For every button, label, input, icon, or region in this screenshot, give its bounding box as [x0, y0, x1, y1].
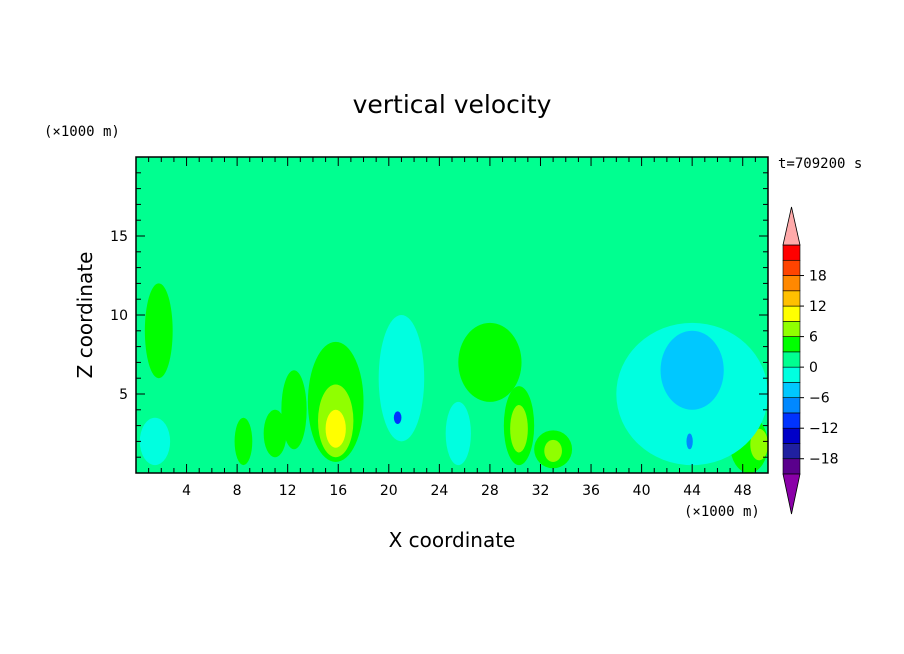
colorbar-label: −12 — [809, 421, 839, 437]
colorbar-segment — [782, 244, 801, 261]
velocity-feature — [750, 428, 768, 461]
velocity-feature — [167, 362, 257, 458]
velocity-features — [136, 157, 768, 473]
y-axis-ticks: 5 10 15 — [110, 172, 768, 458]
x-axis-ticks: 4 8 12 16 20 24 28 32 36 40 44 48 — [148, 157, 756, 499]
x-tick-label: 36 — [582, 483, 600, 499]
y-tick-label: 10 — [110, 308, 128, 324]
colorbar-segment — [782, 397, 801, 414]
x-tick-label: 32 — [532, 483, 550, 499]
velocity-feature — [234, 417, 253, 466]
colorbar-segment — [782, 351, 801, 368]
y-axis-label: Z coordinate — [73, 252, 97, 379]
colorbar-segment — [782, 290, 801, 307]
colorbar-segment — [782, 305, 801, 322]
time-label: t=709200 s — [778, 156, 862, 172]
velocity-feature — [139, 417, 171, 466]
x-tick-label: 28 — [481, 483, 499, 499]
y-tick-label: 15 — [110, 229, 128, 245]
velocity-feature — [666, 180, 768, 260]
colorbar-label: 0 — [809, 360, 818, 376]
chart-title: vertical velocity — [353, 90, 552, 119]
colorbar-segment — [782, 275, 801, 292]
colorbar-segment — [782, 259, 801, 276]
colorbar: −18 −12 −6 0 6 12 18 — [782, 206, 839, 515]
x-tick-label: 24 — [430, 483, 448, 499]
velocity-feature — [393, 411, 402, 425]
colorbar-over-triangle — [782, 206, 801, 246]
velocity-feature — [510, 405, 528, 453]
colorbar-segment — [782, 382, 801, 398]
x-tick-label: 44 — [683, 483, 701, 499]
y-unit-label: (×1000 m) — [44, 124, 120, 140]
velocity-feature — [382, 157, 497, 229]
velocity-feature — [325, 409, 346, 448]
x-tick-label: 20 — [380, 483, 398, 499]
colorbar-label: 6 — [809, 330, 818, 346]
x-unit-label: (×1000 m) — [684, 504, 760, 520]
velocity-feature — [660, 330, 724, 410]
colorbar-segment — [782, 366, 801, 383]
velocity-feature — [686, 433, 693, 450]
plot-area — [136, 157, 768, 473]
velocity-feature — [544, 439, 562, 462]
colorbar-label: −18 — [809, 452, 839, 468]
velocity-feature — [144, 283, 173, 379]
velocity-feature — [508, 236, 598, 331]
colorbar-under-triangle — [782, 473, 801, 515]
x-tick-label: 12 — [279, 483, 297, 499]
colorbar-label: 18 — [809, 269, 827, 285]
x-tick-label: 16 — [329, 483, 347, 499]
colorbar-segment — [782, 443, 801, 460]
colorbar-label: −6 — [809, 391, 830, 407]
x-tick-label: 8 — [233, 483, 242, 499]
x-tick-label: 48 — [734, 483, 752, 499]
velocity-feature — [445, 401, 471, 466]
colorbar-segment — [782, 458, 801, 475]
velocity-feature — [378, 315, 425, 442]
colorbar-segment — [782, 412, 801, 429]
colorbar-segment — [782, 336, 801, 353]
velocity-feature — [281, 370, 307, 450]
x-tick-label: 4 — [182, 483, 191, 499]
velocity-feature — [263, 409, 287, 458]
x-axis-label: X coordinate — [389, 528, 516, 552]
colorbar-label: 12 — [809, 299, 827, 315]
colorbar-segment — [782, 427, 801, 444]
colorbar-segment — [782, 321, 801, 337]
x-tick-label: 40 — [633, 483, 651, 499]
y-tick-label: 5 — [119, 387, 128, 403]
velocity-feature — [458, 322, 522, 402]
